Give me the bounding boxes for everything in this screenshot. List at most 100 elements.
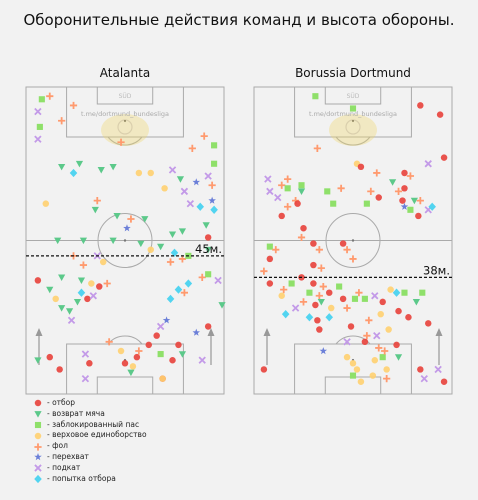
point-2 (34, 107, 42, 116)
point-36 (428, 202, 436, 211)
point-11 (58, 163, 66, 171)
point-107 (393, 341, 400, 349)
point-44 (315, 246, 323, 254)
point-66 (327, 304, 335, 312)
point-48 (166, 258, 175, 266)
point-72 (89, 292, 98, 300)
point-68 (52, 295, 59, 303)
point-110 (319, 347, 328, 355)
point-36 (141, 216, 149, 223)
point-5 (36, 123, 43, 130)
point-91 (412, 299, 420, 306)
point-7 (117, 138, 125, 146)
point-29 (399, 197, 406, 204)
point-22 (324, 188, 331, 195)
point-102 (56, 366, 63, 373)
point-65 (205, 271, 212, 278)
legend-label: - отбор (47, 398, 76, 407)
point-62 (312, 301, 319, 309)
point-83 (153, 332, 160, 339)
defensive-line-label: 45м. (195, 242, 222, 256)
point-45 (339, 240, 347, 247)
point-17 (147, 169, 154, 177)
point-79 (371, 292, 379, 300)
point-51 (260, 267, 268, 275)
legend-item: - возврат мяча (33, 409, 147, 420)
point-49 (272, 246, 280, 254)
point-70 (73, 299, 82, 306)
point-103 (379, 354, 386, 361)
point-46 (157, 243, 165, 251)
point-25 (161, 185, 168, 192)
point-77 (325, 313, 334, 322)
point-73 (291, 304, 300, 312)
point-42 (297, 233, 306, 242)
point-19 (176, 176, 185, 183)
point-104 (383, 366, 390, 373)
point-60 (315, 292, 323, 300)
watermark-text: t.me/dortmund_bundesliga (81, 110, 169, 118)
defensive-line-label: 38м. (423, 263, 450, 277)
point-23 (330, 200, 337, 207)
penalty-arc-top (107, 136, 143, 146)
penalty-spot-top (123, 119, 127, 123)
point-89 (105, 338, 113, 346)
data-points (260, 93, 448, 385)
point-1 (46, 92, 54, 100)
crest-shape (101, 114, 149, 146)
crest-watermark (101, 114, 149, 146)
point-17 (266, 187, 274, 196)
penalty-arc-top (335, 136, 371, 146)
point-47 (170, 248, 179, 257)
point-63 (319, 282, 327, 291)
point-54 (79, 261, 88, 269)
legend-item: - фол (33, 441, 147, 452)
centre-spot (351, 239, 355, 242)
legend-label: - заблокированный пас (47, 419, 140, 429)
point-12 (69, 168, 78, 178)
point-40 (278, 212, 285, 220)
chart-title: Оборонительные действия команд и высота … (23, 11, 455, 29)
point-38 (415, 212, 422, 220)
point-16 (135, 169, 143, 177)
point-28 (196, 202, 205, 211)
point-65 (314, 317, 321, 324)
data-points (34, 92, 226, 383)
point-99 (175, 341, 182, 349)
point-37 (168, 231, 177, 238)
point-34 (416, 196, 424, 205)
point-49 (178, 255, 187, 263)
point-109 (361, 338, 369, 346)
point-26 (180, 187, 189, 196)
point-48 (266, 243, 273, 250)
point-30 (401, 185, 408, 192)
point-54 (288, 280, 295, 287)
point-87 (425, 320, 432, 327)
point-12 (264, 175, 272, 183)
point-13 (278, 181, 286, 189)
legend-label: - подкат (47, 462, 81, 472)
legend-marker-icon (34, 411, 42, 418)
point-7 (357, 163, 365, 171)
point-69 (343, 304, 351, 312)
legend-marker-icon (34, 474, 42, 484)
legend-marker-icon (34, 421, 42, 429)
point-66 (214, 276, 222, 285)
point-78 (361, 295, 368, 302)
point-77 (218, 302, 226, 309)
penalty-spot-top (351, 119, 355, 123)
crest-watermark (329, 114, 377, 146)
point-80 (379, 298, 386, 306)
point-8 (200, 132, 208, 140)
point-32 (93, 196, 101, 205)
legend-marker-icon (34, 442, 42, 451)
point-98 (169, 356, 176, 364)
point-74 (65, 308, 74, 315)
legend-item: - отбор (33, 398, 147, 409)
attack-arrow-head-1 (207, 328, 215, 336)
point-82 (192, 328, 200, 336)
attack-arrow-head-0 (35, 328, 43, 336)
point-43 (310, 240, 317, 247)
legend-marker-icon (34, 453, 42, 461)
